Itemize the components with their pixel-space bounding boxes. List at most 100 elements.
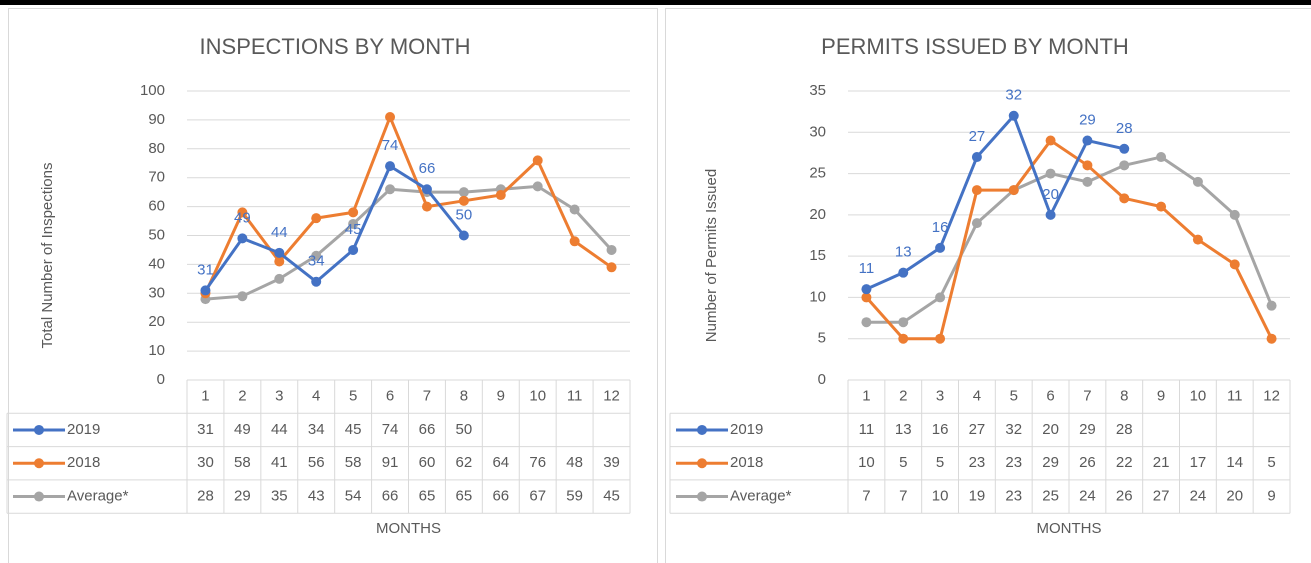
x-tick-label: 4 [973,388,981,405]
point [898,267,909,278]
data-label: 32 [1005,87,1022,104]
point [274,273,285,284]
table-cell: 16 [932,421,949,438]
table-cell: 25 [1042,488,1059,505]
table-cell: 27 [969,421,986,438]
point [458,187,469,198]
data-label: 74 [382,137,399,154]
series-line [865,139,1273,341]
x-tick-label: 5 [349,388,357,405]
data-label: 11 [859,260,875,277]
point [1045,135,1056,146]
legend-key-marker [697,458,707,469]
point [898,317,909,328]
x-tick-label: 10 [1190,388,1207,405]
y-tick-label: 90 [148,111,165,128]
y-tick-label: 25 [809,165,826,182]
point [532,181,543,192]
table-cell: 50 [456,421,473,438]
table-cell: 29 [1079,421,1096,438]
y-axis-title: Total Number of Inspections [39,163,56,349]
table-cell: 23 [1005,454,1022,471]
table-cell: 45 [603,488,620,505]
point [569,236,580,247]
table-cell: 41 [271,454,288,471]
point [971,152,982,163]
table-cell: 56 [308,454,325,471]
point [861,284,872,295]
data-label: 20 [1042,186,1059,203]
x-tick-label: 6 [386,388,394,405]
table-cell: 32 [1005,421,1022,438]
table-cell: 20 [1042,421,1059,438]
panel [665,8,1311,563]
point [1119,143,1130,154]
legend-label: 2018 [730,454,763,471]
table-cell: 28 [197,488,214,505]
top-border [0,0,1311,5]
legend-label: Average* [67,488,129,505]
point [421,184,432,195]
point [1119,193,1130,204]
point [1266,300,1277,311]
table-cell: 5 [1267,454,1275,471]
point [532,155,543,166]
table-cell: 11 [859,421,875,438]
data-label: 28 [1116,120,1133,137]
point [1266,333,1277,344]
table-cell: 30 [197,454,214,471]
x-axis-title: MONTHS [376,520,441,537]
point [1156,152,1167,163]
x-tick-label: 7 [1083,388,1091,405]
table-cell: 44 [271,421,288,438]
point [1192,176,1203,187]
table-cell: 7 [899,488,907,505]
point [898,333,909,344]
x-tick-label: 8 [460,388,468,405]
y-tick-label: 30 [148,284,165,301]
table-cell: 91 [382,454,399,471]
x-tick-label: 3 [275,388,283,405]
point [1008,110,1019,121]
table-cell: 65 [419,488,436,505]
x-tick-label: 4 [312,388,320,405]
legend-key-marker [34,491,44,502]
point [1082,176,1093,187]
x-tick-label: 5 [1010,388,1018,405]
point [971,185,982,196]
legend-label: 2019 [67,421,100,438]
point [311,276,322,287]
y-tick-label: 0 [157,371,165,388]
data-label: 27 [969,128,986,145]
data-label: 13 [895,244,912,261]
point [1082,160,1093,171]
x-tick-label: 11 [1227,388,1243,405]
point [274,256,285,267]
x-tick-label: 2 [899,388,907,405]
x-tick-label: 6 [1046,388,1054,405]
table-cell: 7 [862,488,870,505]
series-line [204,115,613,294]
table-cell: 59 [566,488,583,505]
table-cell: 20 [1226,488,1243,505]
y-tick-label: 35 [809,82,826,99]
x-tick-label: 9 [1157,388,1165,405]
table-cell: 27 [1153,488,1170,505]
point [971,218,982,229]
table-cell: 17 [1190,454,1207,471]
table-cell: 64 [492,454,509,471]
data-label: 50 [456,206,473,223]
point [1045,209,1056,220]
point [458,230,469,241]
table-cell: 58 [345,454,362,471]
point [935,292,946,303]
y-tick-label: 70 [148,169,165,186]
table-cell: 45 [345,421,362,438]
point [237,207,248,218]
table-cell: 49 [234,421,251,438]
table-cell: 74 [382,421,399,438]
point [385,184,396,195]
point [237,291,248,302]
table-cell: 29 [234,488,251,505]
